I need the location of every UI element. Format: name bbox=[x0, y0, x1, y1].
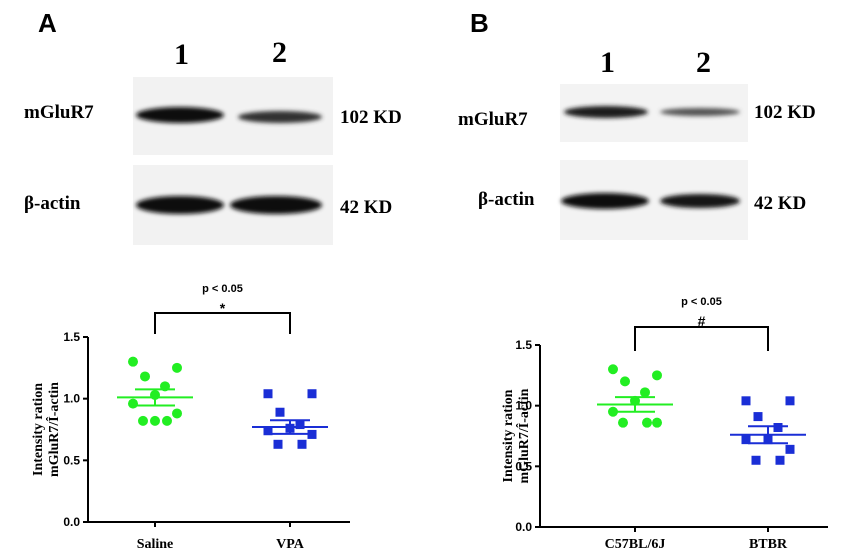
panel-b-point-control bbox=[652, 417, 662, 428]
panel-a-point-control bbox=[150, 415, 160, 426]
panel-a-band-mglur7-lane2 bbox=[238, 111, 322, 123]
panel-b-point-treated bbox=[773, 423, 783, 433]
panel-b-point-control bbox=[640, 387, 650, 398]
panel-b-y-tick-label: 0.0 bbox=[515, 520, 532, 534]
panel-a-point-treated bbox=[297, 439, 307, 449]
panel-b-band-actin-lane2 bbox=[660, 194, 740, 208]
panel-a-weight-mglur7: 102 KD bbox=[340, 107, 402, 128]
panel-a-point-treated bbox=[263, 426, 273, 436]
panel-b-point-control bbox=[642, 417, 652, 428]
panel-b-band-actin-lane1 bbox=[561, 193, 649, 209]
panel-b-band-mglur7-lane2 bbox=[660, 108, 740, 116]
panel-b-protein-mglur7: mGluR7 bbox=[458, 109, 528, 130]
panel-b-blot: B 1 2 mGluR7 102 KD β-actin 42 KD bbox=[458, 8, 816, 240]
panel-b-point-control bbox=[608, 406, 618, 417]
panel-a-letter: A bbox=[38, 8, 57, 38]
panel-a-point-treated bbox=[307, 389, 317, 399]
panel-a-band-mglur7-lane1 bbox=[136, 107, 224, 123]
panel-b-point-treated bbox=[785, 444, 795, 454]
panel-a-point-control bbox=[172, 362, 182, 373]
panel-b-point-control bbox=[618, 417, 628, 428]
panel-b-letter: B bbox=[470, 8, 489, 38]
panel-a-y-tick-label: 0.5 bbox=[63, 453, 80, 467]
panel-a-category-label: VPA bbox=[276, 537, 305, 552]
panel-a-category-label: Saline bbox=[137, 537, 174, 552]
panel-a-y-tick-label: 1.5 bbox=[63, 330, 80, 344]
panel-b-weight-mglur7: 102 KD bbox=[754, 102, 816, 123]
panel-b-point-treated bbox=[785, 396, 795, 406]
panel-a-y-axis-label-line2: mGluR7/Î-actin bbox=[45, 382, 62, 477]
panel-b-significance-bracket bbox=[634, 326, 769, 351]
panel-a-point-control bbox=[138, 415, 148, 426]
panel-b-band-mglur7-lane1 bbox=[564, 106, 648, 118]
panel-a-point-treated bbox=[275, 407, 285, 417]
panel-b-y-axis-label-line1: Intensity ration bbox=[501, 389, 516, 482]
panel-b-point-treated bbox=[753, 412, 763, 422]
panel-b-y-tick-label: 1.5 bbox=[515, 338, 532, 352]
panel-a-protein-actin: β-actin bbox=[24, 193, 81, 214]
panel-a-chart: 0.0 0.5 1.0 1.5 Saline VPA Intensity ration mGl… bbox=[31, 283, 350, 552]
panel-a-band-actin-lane2 bbox=[230, 196, 322, 214]
panel-b-point-treated bbox=[751, 455, 761, 465]
panel-a-pvalue-label: p < 0.05 bbox=[202, 283, 243, 295]
panel-a-lane-2: 2 bbox=[272, 36, 287, 69]
panel-a-significance-mark: * bbox=[220, 300, 226, 316]
panel-a-point-treated bbox=[263, 389, 273, 399]
panel-a-y-tick-label: 1.0 bbox=[63, 392, 80, 406]
panel-a-protein-mglur7: mGluR7 bbox=[24, 102, 94, 123]
panel-a-lane-1: 1 bbox=[174, 38, 189, 71]
panel-b-point-treated bbox=[775, 455, 785, 465]
panel-b-point-control bbox=[620, 376, 630, 387]
panel-b-protein-actin: β-actin bbox=[478, 189, 535, 210]
panel-b-point-treated bbox=[741, 435, 751, 445]
panel-b-significance-mark: # bbox=[698, 313, 706, 329]
panel-a-point-treated bbox=[295, 420, 305, 430]
panel-b-y-axis-label-line2: mGluR7/Î-actin bbox=[515, 388, 532, 483]
panel-b-pvalue-label: p < 0.05 bbox=[681, 296, 722, 308]
panel-b-category-label: BTBR bbox=[749, 537, 788, 552]
panel-b-point-control bbox=[652, 370, 662, 381]
panel-b-y-tick-label: 0.5 bbox=[515, 459, 532, 473]
panel-b-point-treated bbox=[741, 396, 751, 406]
panel-a-band-actin-lane1 bbox=[136, 196, 224, 214]
panel-b-point-control bbox=[608, 364, 618, 375]
panel-b-y-tick-label: 1.0 bbox=[515, 399, 532, 413]
panel-b-lane-2: 2 bbox=[696, 46, 711, 79]
panel-a-point-control bbox=[140, 371, 150, 382]
panel-a-y-tick-label: 0.0 bbox=[63, 515, 80, 529]
panel-a-y-axis-label-line1: Intensity ration bbox=[31, 383, 46, 476]
panel-a-point-control bbox=[128, 398, 138, 409]
panel-b-category-label: C57BL/6J bbox=[605, 537, 666, 552]
panel-a-point-treated bbox=[307, 429, 317, 439]
panel-a-point-control bbox=[162, 415, 172, 426]
panel-b-lane-1: 1 bbox=[600, 46, 615, 79]
panel-b-weight-actin: 42 KD bbox=[754, 193, 806, 214]
panel-a-point-control bbox=[128, 356, 138, 367]
panel-a-weight-actin: 42 KD bbox=[340, 197, 392, 218]
panel-a-point-control bbox=[172, 408, 182, 419]
panel-a-point-treated bbox=[273, 439, 283, 449]
panel-a-blot: A 1 2 mGluR7 102 KD β-actin 42 KD bbox=[24, 8, 402, 245]
panel-a-significance-bracket bbox=[154, 312, 291, 334]
panel-b-chart: 0.0 0.5 1.0 1.5 C57BL/6J BTBR Intensity ration… bbox=[501, 296, 828, 552]
